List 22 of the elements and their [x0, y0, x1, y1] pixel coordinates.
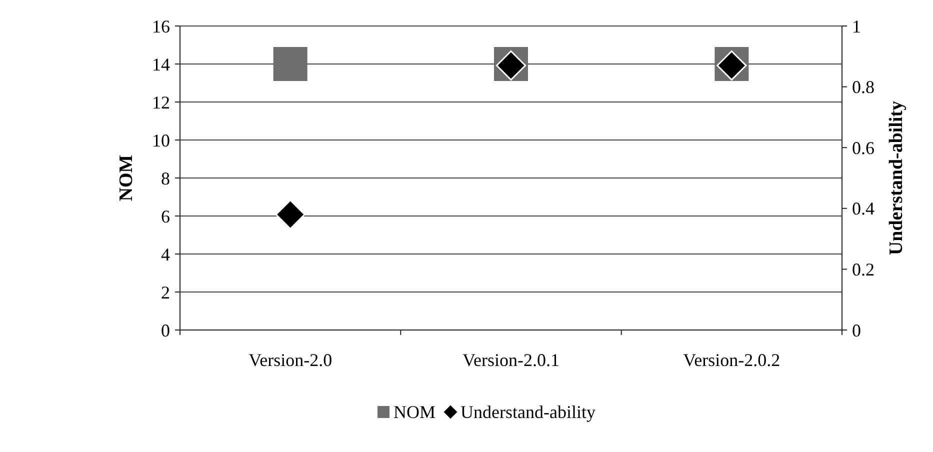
- y-tick-label: 16: [152, 16, 170, 36]
- y-tick-label: 2: [161, 282, 170, 302]
- y2-tick-label: 0.4: [852, 198, 874, 219]
- y2-tick-label: 0.8: [852, 77, 874, 98]
- y2-tick-label: 0.2: [852, 260, 874, 280]
- y-axis-title: NOM: [116, 154, 137, 202]
- y-tick-label: 12: [152, 92, 170, 112]
- y2-tick-label: 1: [852, 16, 861, 36]
- y2-tick-label: 0: [852, 320, 861, 340]
- legend-label: Understand-ability: [460, 402, 596, 422]
- y2-axis-title: Understand-ability: [886, 100, 907, 256]
- y2-tick-label: 0.6: [852, 138, 874, 158]
- y-tick-label: 10: [152, 130, 170, 150]
- y-tick-label: 14: [152, 54, 170, 74]
- x-tick-label: Version-2.0.2: [683, 350, 780, 370]
- x-tick-label: Version-2.0: [248, 350, 332, 370]
- y-tick-label: 8: [161, 168, 170, 188]
- y-tick-label: 6: [161, 206, 170, 226]
- x-tick-label: Version-2.0.1: [462, 350, 560, 370]
- legend-label: NOM: [394, 402, 436, 422]
- y-tick-label: 0: [161, 320, 170, 340]
- y-tick-label: 4: [161, 244, 170, 264]
